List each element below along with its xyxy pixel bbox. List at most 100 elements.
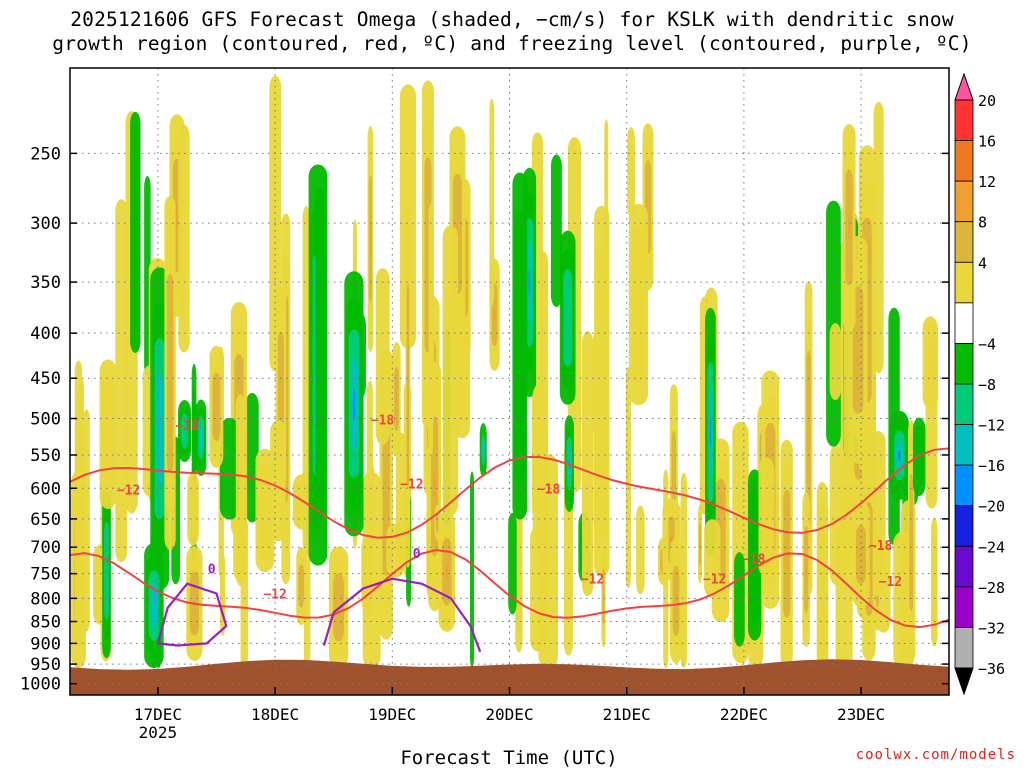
red-contour-label: −18 [742, 552, 766, 567]
colorbar-label: 20 [978, 92, 996, 110]
omega-core [176, 203, 178, 228]
omega-streak [663, 469, 669, 669]
y-tick-label: 500 [30, 410, 61, 430]
omega-streak [315, 189, 325, 518]
colorbar-segment [954, 261, 974, 304]
colorbar-label: 16 [978, 133, 996, 151]
omega-core [805, 560, 807, 579]
omega-core [848, 215, 850, 240]
y-tick-label: 900 [30, 634, 61, 654]
omega-streak [130, 111, 141, 353]
omega-core [675, 593, 677, 609]
purple-contour-label: 0 [413, 547, 421, 562]
colorbar-label: −20 [978, 498, 1005, 516]
omega-streak [245, 392, 259, 523]
contour-minus-18 [70, 447, 949, 539]
red-contour-label: −12 [879, 575, 902, 590]
omega-core [104, 521, 109, 620]
y-tick-label: 800 [30, 589, 61, 609]
colorbar-segment [954, 424, 974, 466]
red-contour-label: −12 [400, 477, 423, 492]
omega-streak [680, 472, 687, 669]
colorbar-label: −16 [978, 457, 1005, 475]
y-tick-label: 300 [30, 214, 61, 234]
colorbar-label: 8 [978, 214, 987, 232]
omega-streak [428, 203, 433, 458]
omega-core [294, 480, 310, 524]
red-contour-label: −18 [537, 482, 561, 497]
omega-core [630, 226, 647, 384]
omega-core [493, 308, 496, 322]
freezing-level-contour [322, 577, 482, 653]
omega-streak [386, 523, 405, 578]
x-tick-label: 22DEC [720, 705, 768, 724]
omega-core [150, 584, 158, 627]
red-contour-label: −12 [703, 573, 726, 588]
omega-streak [581, 331, 594, 597]
red-contour-label: −18 [869, 539, 893, 554]
red-contour-label: −18 [175, 419, 199, 434]
omega-streak [816, 481, 828, 669]
colorbar-label: −4 [978, 335, 996, 353]
red-contour-label: −18 [371, 414, 395, 429]
omega-streak [925, 321, 938, 509]
omega-streak [115, 199, 128, 563]
colorbar-label: −12 [978, 417, 1005, 435]
omega-streak [627, 127, 636, 218]
omega-core [298, 564, 304, 608]
omega-streak [489, 98, 495, 307]
omega-core [528, 268, 531, 297]
red-contour-label: −12 [117, 484, 140, 499]
omega-streak [270, 420, 286, 542]
omega-core [212, 372, 221, 442]
omega-streak [442, 225, 459, 517]
colorbar-label: −28 [978, 579, 1005, 597]
omega-core [931, 531, 937, 633]
omega-core [257, 462, 273, 559]
omega-streak [302, 206, 310, 553]
omega-core [709, 417, 712, 448]
colorbar-label: −8 [978, 376, 996, 394]
x-tick-label: 17DEC [134, 705, 182, 724]
omega-streak [79, 378, 85, 631]
terrain-below-ground [70, 659, 949, 695]
colorbar-segment [954, 140, 974, 182]
y-tick-label: 350 [30, 273, 61, 293]
omega-core [199, 424, 203, 451]
omega-core [909, 474, 914, 612]
omega-streak [835, 526, 853, 669]
freezing-level-contour [156, 582, 228, 647]
contour-minus-12 [70, 548, 949, 629]
chart-title-line-2: growth region (contoured, red, ºC) and f… [52, 32, 972, 55]
omega-core [602, 579, 605, 615]
omega-streak [829, 323, 842, 401]
colorbar-segment [954, 302, 974, 344]
omega-streak [873, 101, 884, 374]
omega-core [180, 413, 189, 449]
x-tick-label: 19DEC [368, 705, 416, 724]
omega-core [407, 324, 409, 448]
y-tick-label: 850 [30, 613, 61, 633]
red-contour-label: −12 [263, 587, 286, 602]
omega-streak [636, 505, 645, 595]
omega-core [383, 444, 389, 544]
colorbar-segment [954, 180, 974, 223]
omega-streak [592, 329, 606, 439]
colorbar-label: −36 [978, 660, 1005, 678]
x-tick-label: 23DEC [837, 705, 885, 724]
colorbar-segment [954, 221, 974, 263]
omega-streak [362, 471, 381, 669]
y-tick-label: 1000 [20, 675, 61, 695]
colorbar-top-arrow [954, 72, 974, 101]
x-tick-label: 21DEC [603, 705, 651, 724]
omega-core [395, 392, 397, 406]
omega-streak [758, 457, 775, 578]
colorbar-segment [954, 586, 974, 628]
omega-core [568, 457, 570, 470]
omega-streak [219, 417, 240, 520]
omega-core [806, 350, 811, 527]
y-tick-label: 250 [30, 144, 61, 164]
colorbar-label: 4 [978, 254, 987, 272]
